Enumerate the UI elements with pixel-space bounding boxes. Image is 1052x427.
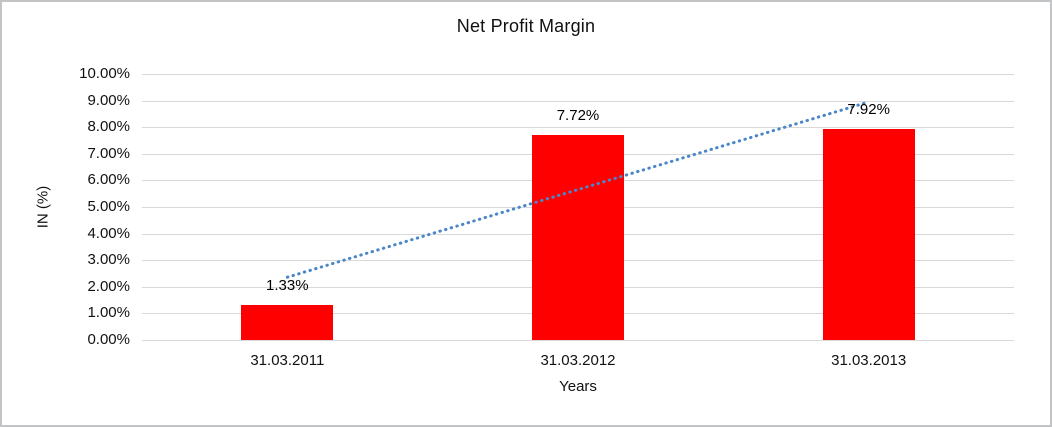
bar-31.03.2013: [822, 129, 915, 340]
y-tick-label: 2.00%: [87, 277, 130, 295]
x-tick-label: 31.03.2012: [540, 352, 616, 369]
data-label: 1.33%: [266, 276, 309, 294]
y-tick-label: 4.00%: [87, 224, 130, 242]
y-tick-label: 10.00%: [79, 65, 130, 82]
x-tick-label: 31.03.2011: [250, 352, 325, 369]
y-tick-label: 7.00%: [87, 144, 130, 162]
gridline: [142, 340, 1014, 341]
y-tick-label: 6.00%: [87, 171, 130, 189]
data-label: 7.72%: [556, 106, 600, 124]
y-tick-label: 1.00%: [87, 304, 130, 322]
x-axis-title: Years: [559, 378, 597, 395]
gridline: [142, 127, 1014, 129]
bar-31.03.2012: [532, 134, 624, 340]
y-tick-label: 5.00%: [87, 198, 130, 215]
x-tick-label: 31.03.2013: [831, 352, 907, 369]
y-tick-label: 3.00%: [87, 251, 130, 269]
y-tick-label: 8.00%: [87, 118, 130, 136]
data-label: 7.92%: [847, 101, 890, 119]
bar-31.03.2011: [241, 304, 334, 340]
y-tick-label: 0.00%: [87, 331, 130, 348]
chart-title: Net Profit Margin: [456, 16, 596, 36]
y-tick-label: 9.00%: [87, 91, 130, 109]
gridline: [142, 74, 1014, 75]
